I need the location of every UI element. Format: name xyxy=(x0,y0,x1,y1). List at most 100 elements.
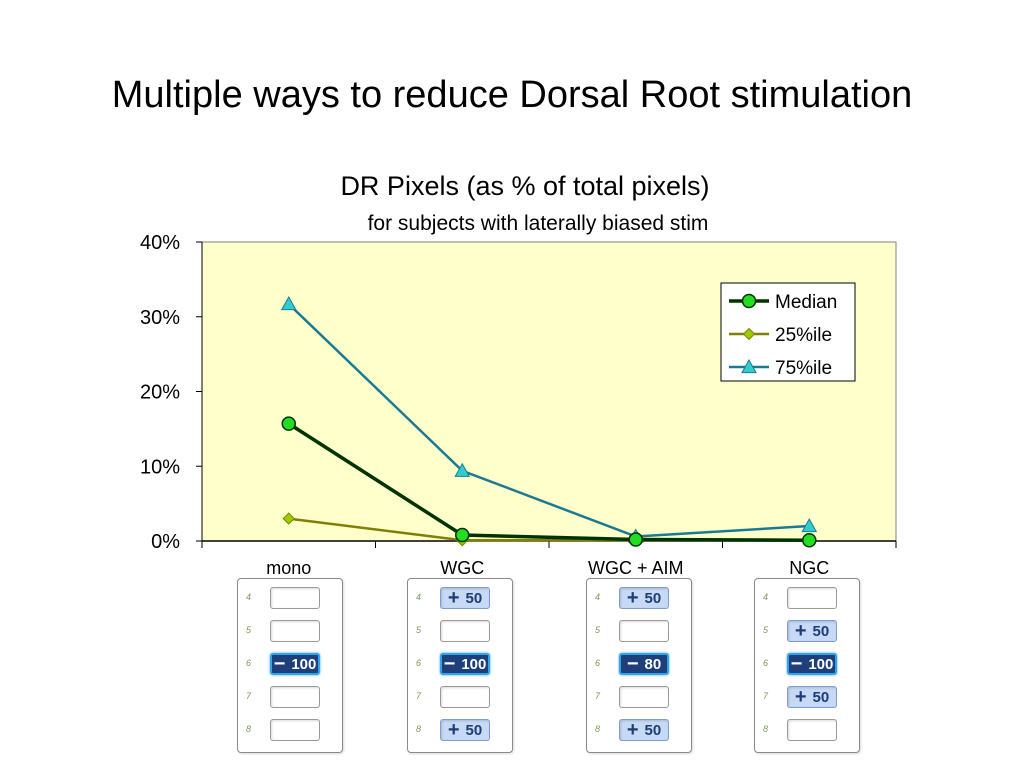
contact-number: 8 xyxy=(246,724,252,734)
contact-number: 6 xyxy=(246,658,252,668)
contact-number: 7 xyxy=(246,691,252,701)
contact-number: 4 xyxy=(246,592,252,602)
x-tick-label: WGC xyxy=(440,558,484,578)
contact-number: 7 xyxy=(763,691,769,701)
y-tick-label: 0% xyxy=(151,531,180,553)
off-contact xyxy=(619,686,669,708)
legend-marker xyxy=(741,293,757,309)
anode-contact: +50 xyxy=(440,719,490,741)
contact-amplitude: 50 xyxy=(644,721,662,739)
contact-number: 4 xyxy=(416,592,422,602)
plus-icon: + xyxy=(794,620,807,642)
off-contact xyxy=(787,719,837,741)
contact-amplitude: 100 xyxy=(461,655,487,673)
contact-row: 8 +50 xyxy=(587,716,691,746)
contact-row: 5 xyxy=(238,617,342,647)
cathode-contact: −100 xyxy=(440,653,490,675)
contact-number: 5 xyxy=(416,625,422,635)
contact-amplitude: 50 xyxy=(812,688,830,706)
contact-row: 5 xyxy=(587,617,691,647)
anode-contact: +50 xyxy=(619,587,669,609)
contact-row: 6 −100 xyxy=(408,650,512,680)
contact-row: 6 −100 xyxy=(238,650,342,680)
contact-number: 6 xyxy=(763,658,769,668)
y-tick-label: 10% xyxy=(140,456,180,478)
series-line-75pctile xyxy=(287,303,810,538)
data-point-median xyxy=(281,416,296,431)
off-contact xyxy=(270,587,320,609)
contact-row: 4 xyxy=(755,584,859,614)
x-tick-label: WGC + AIM xyxy=(588,558,684,578)
contact-row: 7 xyxy=(587,683,691,713)
contact-amplitude: 50 xyxy=(465,721,483,739)
y-tick-label: 40% xyxy=(140,232,180,254)
contact-number: 5 xyxy=(595,625,601,635)
minus-icon: − xyxy=(443,653,456,675)
anode-contact: +50 xyxy=(787,686,837,708)
contact-number: 8 xyxy=(595,724,601,734)
contact-number: 6 xyxy=(416,658,422,668)
chart-subtitle: for subjects with laterally biased stim xyxy=(368,212,709,235)
contact-number: 4 xyxy=(595,592,601,602)
contact-amplitude: 50 xyxy=(465,589,483,607)
minus-icon: − xyxy=(273,653,286,675)
legend-marker xyxy=(741,358,757,374)
legend-label: 25%ile xyxy=(775,325,832,346)
cathode-contact: −80 xyxy=(619,653,669,675)
off-contact xyxy=(440,620,490,642)
off-contact xyxy=(619,620,669,642)
data-point-median xyxy=(802,533,817,548)
off-contact xyxy=(440,686,490,708)
contact-amplitude: 50 xyxy=(644,589,662,607)
cathode-contact: −100 xyxy=(787,653,837,675)
contact-number: 7 xyxy=(416,691,422,701)
minus-icon: − xyxy=(626,653,639,675)
contact-number: 7 xyxy=(595,691,601,701)
contact-row: 5 +50 xyxy=(755,617,859,647)
anode-contact: +50 xyxy=(787,620,837,642)
contact-panel-wgc: 4 +50 5 6 −100 7 8 +50 xyxy=(407,578,513,753)
legend-label: 75%ile xyxy=(775,358,832,379)
contact-row: 4 +50 xyxy=(587,584,691,614)
data-point-25pctile xyxy=(282,512,295,525)
contact-row: 6 −80 xyxy=(587,650,691,680)
data-point-75pctile xyxy=(280,296,297,311)
contact-row: 6 −100 xyxy=(755,650,859,680)
off-contact xyxy=(787,587,837,609)
contact-row: 8 xyxy=(238,716,342,746)
contact-row: 4 +50 xyxy=(408,584,512,614)
plus-icon: + xyxy=(626,719,639,741)
minus-icon: − xyxy=(790,653,803,675)
contact-amplitude: 50 xyxy=(812,622,830,640)
contact-row: 7 xyxy=(238,683,342,713)
contact-amplitude: 100 xyxy=(808,655,834,673)
y-tick-label: 30% xyxy=(140,307,180,329)
contact-row: 4 xyxy=(238,584,342,614)
contact-row: 7 xyxy=(408,683,512,713)
cathode-contact: −100 xyxy=(270,653,320,675)
plus-icon: + xyxy=(626,587,639,609)
x-tick-label: NGC xyxy=(789,558,829,578)
contact-row: 8 xyxy=(755,716,859,746)
slide-title: Multiple ways to reduce Dorsal Root stim… xyxy=(111,74,913,116)
y-tick-label: 20% xyxy=(140,382,180,404)
off-contact xyxy=(270,686,320,708)
data-point-median xyxy=(628,532,643,547)
anode-contact: +50 xyxy=(440,587,490,609)
plus-icon: + xyxy=(794,686,807,708)
data-point-median xyxy=(455,527,470,543)
contact-amplitude: 80 xyxy=(644,655,662,673)
legend-marker xyxy=(742,327,756,341)
contact-number: 5 xyxy=(763,625,769,635)
data-point-75pctile xyxy=(801,518,818,533)
series-line-median xyxy=(287,422,810,543)
plus-icon: + xyxy=(447,587,460,609)
plus-icon: + xyxy=(447,719,460,741)
contact-row: 7 +50 xyxy=(755,683,859,713)
chart-title: DR Pixels (as % of total pixels) xyxy=(340,171,709,201)
contact-number: 8 xyxy=(416,724,422,734)
contact-panel-wgc-aim: 4 +50 5 6 −80 7 8 +50 xyxy=(586,578,692,753)
off-contact xyxy=(270,719,320,741)
contact-amplitude: 100 xyxy=(291,655,317,673)
data-point-75pctile xyxy=(454,462,471,477)
